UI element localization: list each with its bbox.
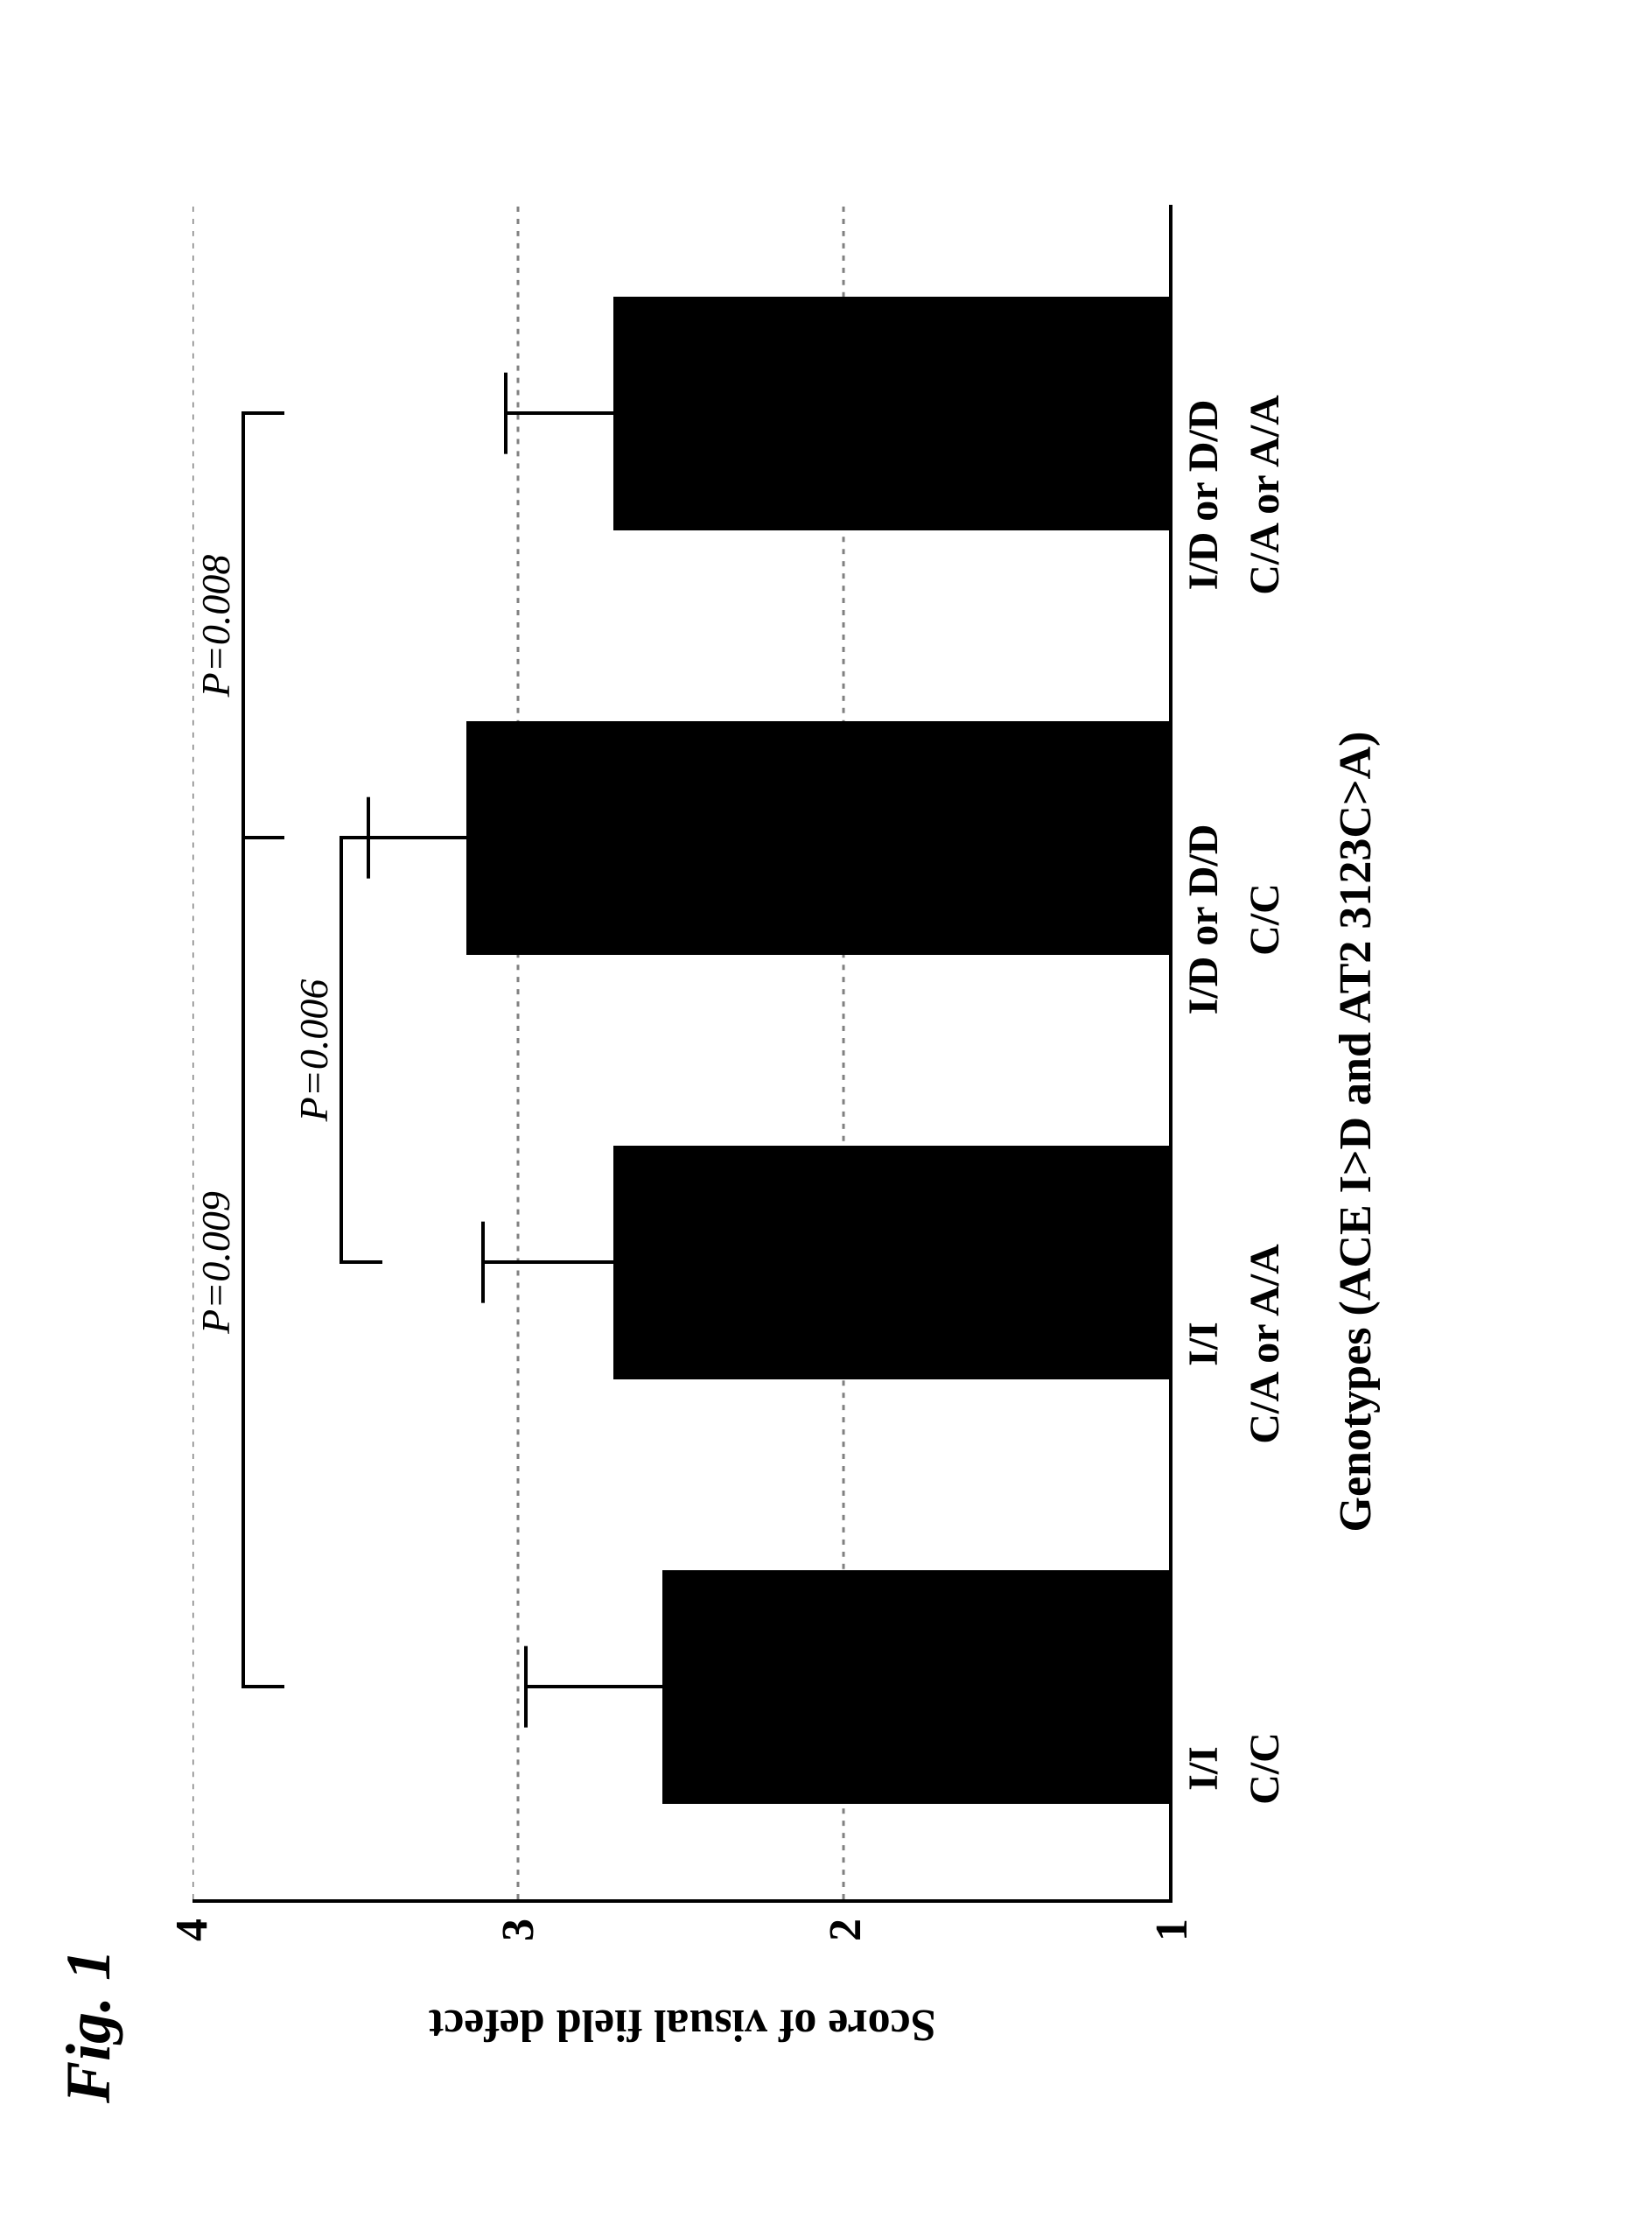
significance-label: P=0.008	[192, 555, 239, 698]
significance-drop	[242, 1686, 284, 1689]
significance-drop	[242, 412, 284, 416]
x-axis-label: Genotypes (ACE I>D and AT2 3123C>A)	[1330, 283, 1382, 1981]
y-tick-label: 2	[823, 1919, 869, 1941]
error-cap	[481, 1222, 485, 1303]
x-category-line1: I/D or D/D	[1180, 824, 1228, 1015]
y-tick-label: 3	[496, 1919, 542, 1941]
figure-title: Fig. 1	[52, 1949, 125, 2103]
bar	[466, 721, 1169, 955]
bar	[613, 1146, 1169, 1379]
x-category-line2: C/A or A/A	[1241, 395, 1289, 594]
significance-label: P=0.006	[290, 979, 337, 1122]
x-category-line1: I/I	[1180, 1746, 1228, 1791]
significance-drop	[242, 837, 284, 840]
x-category-line1: I/I	[1180, 1322, 1228, 1366]
bar-chart: Score of visual field defect 1234 P=0.00…	[192, 99, 1382, 2077]
significance-drop	[340, 1261, 382, 1265]
y-tick-label: 4	[170, 1919, 215, 1941]
plot-area: P=0.009 P=0.006 P=0.008	[192, 205, 1172, 1903]
x-axis-row-2: C/C C/A or A/A C/C C/A or A/A	[1234, 283, 1295, 1981]
x-category-line2: C/A or A/A	[1241, 1244, 1289, 1443]
error-cap	[504, 373, 508, 454]
error-bar	[483, 1261, 613, 1265]
x-category-line2: C/C	[1241, 1732, 1289, 1805]
significance-bracket	[242, 838, 245, 1687]
x-category-line2: C/C	[1241, 883, 1289, 956]
x-axis-row-1: I/I I/I I/D or D/D I/D or D/D	[1172, 283, 1234, 1981]
error-bar	[368, 837, 466, 840]
error-bar	[506, 412, 613, 416]
significance-bracket	[340, 838, 343, 1263]
bar	[662, 1570, 1169, 1804]
error-cap	[524, 1646, 528, 1728]
significance-drop	[340, 837, 382, 840]
error-bar	[526, 1686, 663, 1689]
y-axis-label: Score of visual field defect	[429, 1999, 936, 2077]
significance-label: P=0.009	[192, 1191, 239, 1334]
bar	[613, 297, 1169, 530]
significance-bracket	[242, 414, 245, 838]
y-axis: 1234	[192, 1903, 1172, 1999]
x-category-line1: I/D or D/D	[1180, 400, 1228, 591]
